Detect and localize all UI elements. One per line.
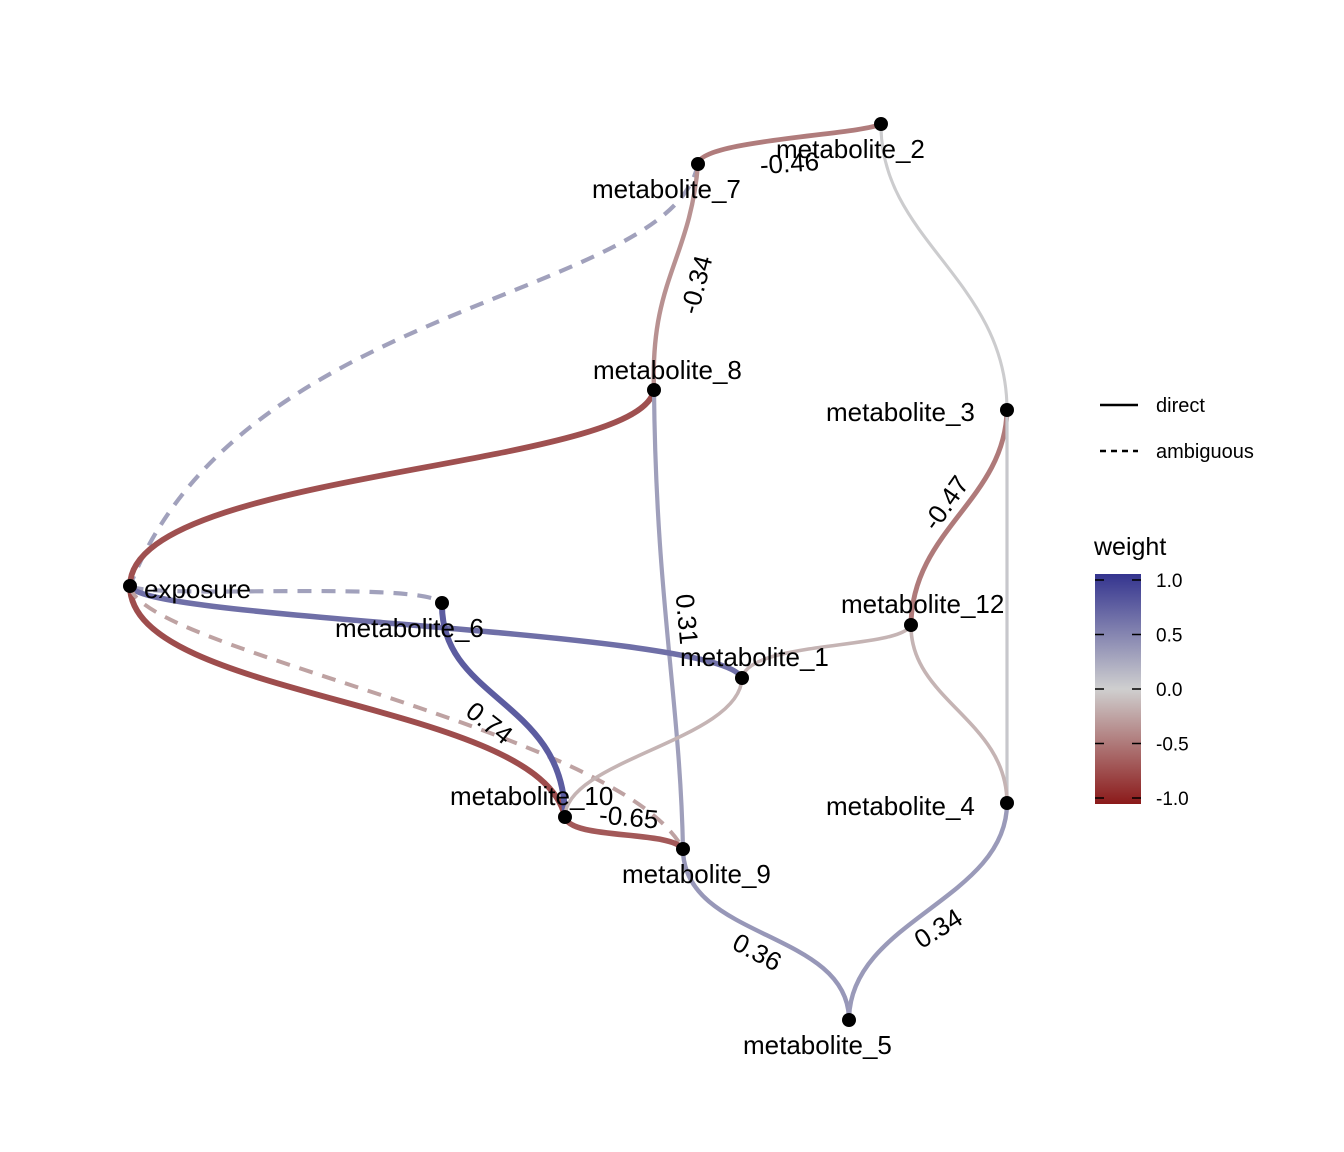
node-layer [123,117,1014,1027]
edge-label-metabolite8-metabolite9: 0.31 [670,593,704,646]
edge-metabolite4-metabolite5 [846,800,1010,1023]
edge-metabolite12-metabolite4 [909,623,1009,805]
edge-exposure-metabolite6 [128,584,444,605]
edge-metabolite7-metabolite8 [651,161,701,393]
node-label-metabolite-3: metabolite_3 [826,397,975,427]
node-metabolite-9[interactable] [676,842,690,856]
node-label-metabolite-4: metabolite_4 [826,791,975,821]
edge-metabolite6-metabolite10 [438,600,568,820]
edge-metabolite1-metabolite10 [563,676,744,819]
node-label-metabolite-8: metabolite_8 [593,355,742,385]
edge-label-metabolite7-metabolite8: -0.34 [674,252,718,317]
node-metabolite-3[interactable] [1000,403,1014,417]
edge-label-layer: -0.46 -0.34 -0.47 0.31 0.74 -0.65 0.36 0… [460,146,975,977]
edge-metabolite12-metabolite1 [740,623,913,680]
edge-metabolite9-metabolite5 [680,846,852,1023]
edge-exposure-metabolite10 [127,583,568,820]
node-metabolite-1[interactable] [735,671,749,685]
edge-label-metabolite7-metabolite2: -0.46 [759,146,820,180]
node-label-metabolite-9: metabolite_9 [622,859,771,889]
node-label-metabolite-12: metabolite_12 [841,589,1004,619]
node-label-metabolite-5: metabolite_5 [743,1030,892,1060]
edge-label-metabolite9-metabolite5: 0.36 [728,927,787,977]
node-label-metabolite-2: metabolite_2 [776,134,925,164]
edge-layer [127,121,1010,1023]
edge-label-metabolite10-metabolite9: -0.65 [598,800,660,835]
weight-tick-label: 1.0 [1156,571,1182,592]
node-label-metabolite-6: metabolite_6 [335,613,484,643]
legend-direct-label: direct [1156,395,1205,417]
edge-exposure-metabolite1 [127,583,745,681]
weight-tick-label: 0.5 [1156,626,1182,647]
legend-ambiguous-label: ambiguous [1156,441,1254,463]
weight-tick-label: -1.0 [1156,789,1189,810]
node-metabolite-2[interactable] [874,117,888,131]
node-label-metabolite-1: metabolite_1 [680,642,829,672]
edge-metabolite8-metabolite9 [651,387,686,852]
node-metabolite-5[interactable] [842,1013,856,1027]
weight-legend: weight 1.0 0.5 0.0 -0.5 -1.0 [1093,533,1189,810]
node-metabolite-8[interactable] [647,383,661,397]
weight-ticks: 1.0 0.5 0.0 -0.5 -1.0 [1095,571,1189,810]
node-metabolite-4[interactable] [1000,796,1014,810]
node-metabolite-7[interactable] [691,157,705,171]
weight-tick-label: -0.5 [1156,735,1189,756]
node-label-layer: metabolite_2 metabolite_7 metabolite_8 m… [144,134,1004,1060]
node-exposure[interactable] [123,579,137,593]
node-metabolite-6[interactable] [435,596,449,610]
node-metabolite-10[interactable] [558,810,572,824]
edge-exposure-metabolite8 [127,387,657,589]
node-metabolite-12[interactable] [904,618,918,632]
node-label-exposure: exposure [144,574,251,604]
edge-metabolite7-metabolite2 [695,121,884,167]
edge-metabolite10-metabolite9 [562,814,686,852]
node-label-metabolite-7: metabolite_7 [592,174,741,204]
edge-metabolite2-metabolite3 [879,122,1009,412]
edge-metabolite3-metabolite12 [908,407,1010,628]
edge-label-metabolite4-metabolite5: 0.34 [909,902,968,954]
node-label-metabolite-10: metabolite_10 [450,781,613,811]
weight-tick-label: 0.0 [1156,680,1182,701]
weight-legend-title: weight [1093,533,1166,561]
edge-metabolite7-exposure [128,163,701,587]
linetype-legend: direct ambiguous [1100,395,1254,463]
